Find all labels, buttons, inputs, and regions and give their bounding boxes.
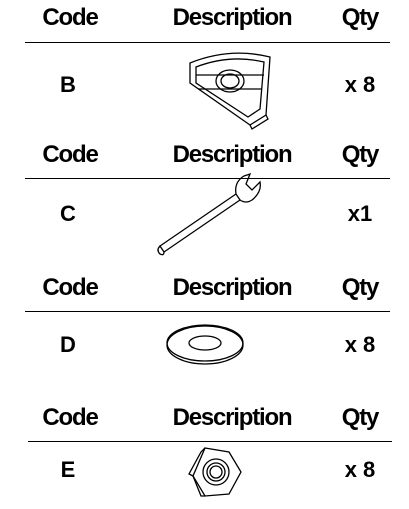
header-rule (28, 441, 392, 442)
header-code: Code (42, 404, 98, 431)
item-code: C (60, 201, 76, 226)
part-illustration (188, 447, 242, 497)
item-qty: x 8 (344, 72, 376, 97)
header-description: Description (172, 274, 293, 301)
item-code: D (60, 332, 76, 357)
header-qty: Qty (341, 274, 380, 301)
part-illustration (189, 52, 271, 130)
header-code: Code (42, 4, 98, 31)
item-qty: x 8 (344, 332, 376, 357)
header-code: Code (42, 141, 98, 168)
item-qty: x 8 (344, 457, 376, 482)
header-qty: Qty (341, 141, 380, 168)
header-rule (25, 42, 390, 43)
item-code: E (60, 457, 76, 482)
header-description: Description (172, 141, 293, 168)
header-qty: Qty (341, 404, 380, 431)
header-rule (25, 178, 390, 179)
item-qty: x1 (347, 201, 373, 226)
part-illustration (166, 324, 244, 365)
header-qty: Qty (341, 4, 380, 31)
header-description: Description (172, 4, 293, 31)
item-code: B (60, 72, 76, 97)
header-code: Code (42, 274, 98, 301)
header-rule (25, 311, 390, 312)
part-illustration (157, 172, 261, 256)
header-description: Description (172, 404, 293, 431)
